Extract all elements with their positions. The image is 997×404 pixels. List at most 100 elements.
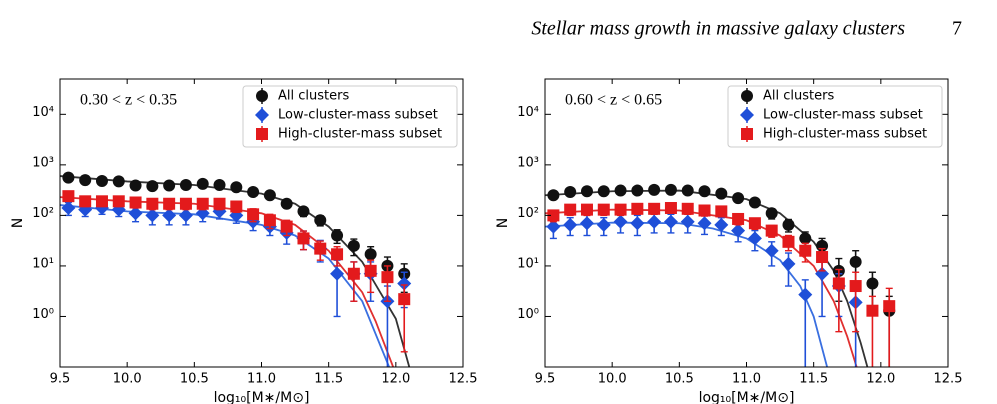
data-point [61, 201, 76, 216]
data-point [732, 192, 745, 205]
data-point [799, 244, 812, 257]
data-point [330, 266, 345, 281]
data-point [230, 181, 243, 194]
data-point [297, 205, 310, 218]
data-point [816, 251, 829, 264]
data-point [196, 177, 209, 190]
data-point [95, 195, 108, 208]
data-point [782, 235, 795, 248]
data-point [564, 203, 577, 216]
data-point [631, 184, 644, 197]
data-point [579, 216, 594, 231]
data-point [128, 206, 143, 221]
data-point [263, 189, 276, 202]
data-point [681, 184, 694, 197]
legend-marker [256, 128, 268, 140]
data-point [331, 248, 344, 261]
data-point [62, 190, 75, 203]
data-point [597, 203, 610, 216]
data-point [597, 185, 610, 198]
data-point [398, 293, 411, 306]
panel: 9.5 10.0 10.5 11.0 11.5 12.0 12.5 10⁰ 10¹ 10² 10³ 1… [10, 78, 477, 404]
data-point [364, 264, 377, 277]
data-point [230, 200, 243, 213]
legend-label: All clusters [278, 89, 349, 104]
legend-box [242, 85, 458, 148]
data-point [196, 197, 209, 210]
data-point [731, 223, 746, 238]
data-point [648, 183, 661, 196]
data-point [331, 229, 344, 242]
data-point [698, 204, 711, 217]
data-point [866, 277, 879, 290]
data-point [663, 214, 678, 229]
data-point [145, 208, 160, 223]
data-point [580, 185, 593, 198]
y-tick-label: 10³ [517, 155, 539, 170]
data-point [782, 218, 795, 231]
data-point [112, 175, 125, 188]
data-point [146, 197, 159, 210]
legend-label: Low-cluster-mass subset [763, 108, 923, 123]
data-point [715, 187, 728, 200]
legend-marker [740, 108, 754, 122]
data-point [748, 217, 761, 230]
data-point [347, 239, 360, 252]
data-point [715, 205, 728, 218]
y-tick-label: 10³ [32, 155, 54, 170]
plot-area [545, 183, 896, 367]
data-point [163, 197, 176, 210]
data-point [79, 174, 92, 187]
x-tick-label: 10.5 [665, 372, 694, 387]
data-point [79, 195, 92, 208]
data-point [280, 220, 293, 233]
annotation: 0.30 < z < 0.35 [80, 92, 177, 109]
y-tick-label: 10⁰ [32, 307, 54, 322]
data-point [112, 195, 125, 208]
data-point [799, 232, 812, 245]
data-point [849, 255, 862, 268]
x-tick-label: 11.5 [314, 372, 343, 387]
data-point [564, 186, 577, 199]
plot-frame [59, 78, 464, 368]
data-point [314, 242, 327, 255]
data-point [747, 231, 762, 246]
data-point [698, 185, 711, 198]
running-title: Stellar mass growth in massive galaxy cl… [531, 18, 905, 40]
x-tick-label: 10.0 [598, 372, 627, 387]
data-point [648, 202, 661, 215]
data-point [280, 197, 293, 210]
data-point [62, 171, 75, 184]
panel: 9.5 10.0 10.5 11.0 11.5 12.0 12.5 10⁰ 10¹ 10² 10³ 1… [495, 78, 962, 404]
data-point [179, 197, 192, 210]
data-point [614, 203, 627, 216]
data-point [397, 276, 412, 291]
y-tick-label: 10⁰ [517, 307, 539, 322]
data-point [213, 197, 226, 210]
x-tick-label: 10.5 [180, 372, 209, 387]
y-tick-label: 10² [517, 206, 539, 221]
data-point [647, 214, 662, 229]
data-point [563, 217, 578, 232]
data-point [547, 209, 560, 222]
y-tick-label: 10⁴ [32, 105, 54, 120]
page-number: 7 [952, 18, 962, 40]
data-point [781, 256, 796, 271]
data-point [697, 216, 712, 231]
data-point [547, 189, 560, 202]
plot-frame [544, 78, 949, 368]
data-point [247, 208, 260, 221]
x-tick-label: 10.0 [113, 372, 142, 387]
data-point [765, 224, 778, 237]
legend-marker [255, 108, 269, 122]
legend-label: Low-cluster-mass subset [278, 108, 438, 123]
legend-label: High-cluster-mass subset [278, 127, 442, 142]
x-axis-label: log₁₀[M∗/M⊙] [699, 390, 795, 404]
data-point [664, 183, 677, 196]
data-point [247, 186, 260, 199]
data-point [631, 202, 644, 215]
data-point [680, 214, 695, 229]
data-point [596, 217, 611, 232]
data-point [314, 214, 327, 227]
